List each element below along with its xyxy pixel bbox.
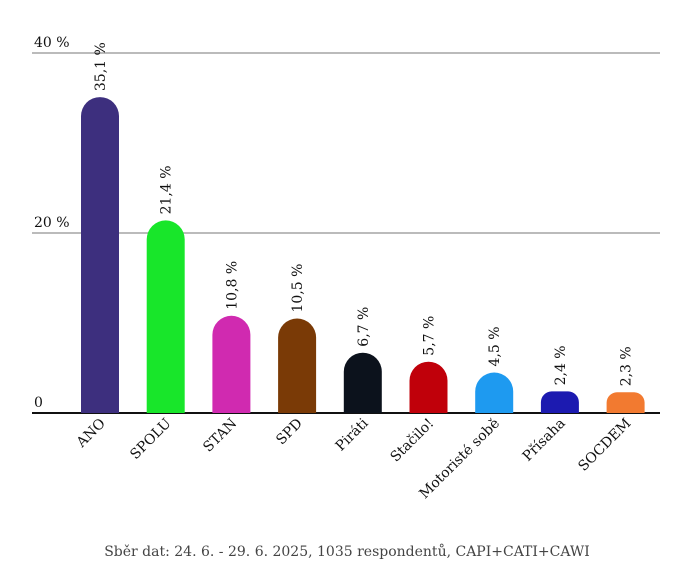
bar-p-saha	[540, 391, 579, 413]
bar-value-label: 2,3 %	[619, 346, 635, 386]
category-label: Piráti	[333, 415, 372, 454]
bar-motorist-sob-	[475, 372, 514, 413]
bar-value-label: 6,7 %	[356, 307, 372, 347]
y-tick-label: 0	[34, 395, 43, 411]
category-label: ANO	[73, 416, 109, 452]
bar-stan	[212, 315, 251, 413]
bar-chart: 0 20 % 40 % 35,1 % ANO 21,4 % SPOLU 10,8 % STAN 1…	[32, 35, 660, 502]
category-label: SPD	[273, 416, 306, 449]
bar-value-label: 4,5 %	[487, 326, 503, 366]
bar-value-label: 5,7 %	[422, 316, 438, 356]
category-label: SOCDEM	[575, 416, 634, 475]
category-label: Stačilo!	[388, 416, 438, 466]
y-tick-label: 20 %	[34, 215, 70, 231]
y-tick-label: 40 %	[34, 35, 70, 51]
category-label: Přísaha	[520, 416, 569, 465]
bar-pir-ti	[343, 352, 382, 413]
category-label: SPOLU	[127, 415, 174, 462]
bar-value-label: 21,4 %	[159, 165, 175, 214]
bar-value-label: 2,4 %	[553, 345, 569, 385]
bar-spolu	[146, 220, 185, 413]
data-collection-note: Sběr dat: 24. 6. - 29. 6. 2025, 1035 res…	[104, 544, 590, 560]
bar-ano	[81, 97, 119, 413]
bar-value-label: 35,1 %	[93, 42, 109, 91]
bar-spd	[278, 318, 317, 413]
category-label: STAN	[200, 416, 240, 456]
bar-socdem	[606, 392, 645, 413]
bar-value-label: 10,8 %	[224, 261, 240, 310]
bar-sta-ilo-	[409, 361, 448, 413]
bar-value-label: 10,5 %	[290, 264, 306, 313]
